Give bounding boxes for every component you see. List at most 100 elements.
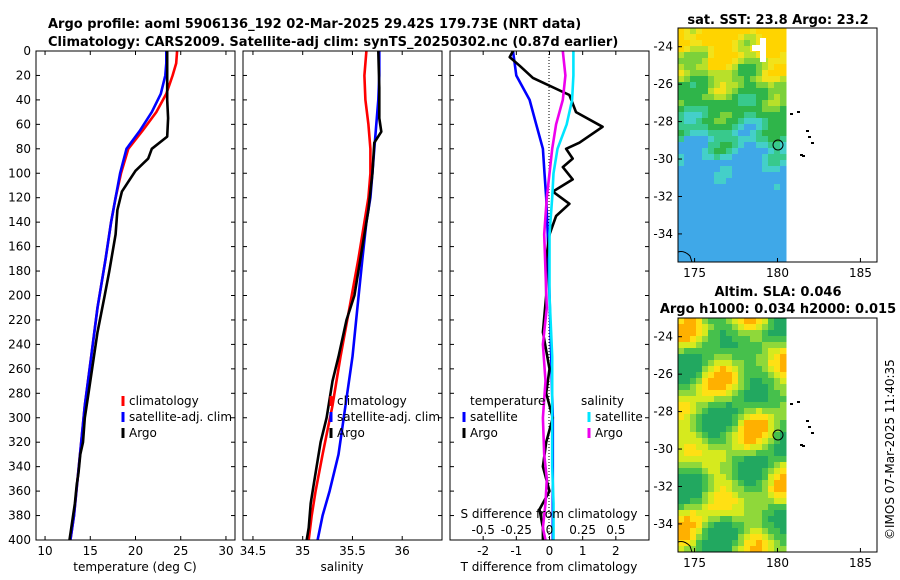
- map-cell: [690, 124, 697, 131]
- map-cell: [774, 208, 781, 215]
- map-cell: [780, 408, 787, 415]
- map-cell: [696, 324, 703, 331]
- map-cell: [726, 40, 733, 47]
- map-cell: [750, 76, 757, 83]
- map-cell: [768, 166, 775, 173]
- map-cell: [720, 366, 727, 373]
- salinity-difference-legend: salinity satellite Argo: [581, 394, 643, 440]
- map-cell: [708, 396, 715, 403]
- map-cell: [684, 76, 691, 83]
- map-cell: [732, 190, 739, 197]
- map-cell: [762, 106, 769, 113]
- map-cell: [684, 360, 691, 367]
- map-cell: [678, 546, 685, 553]
- map-cell: [720, 354, 727, 361]
- map-cell: [744, 220, 751, 227]
- map-cell: [714, 402, 721, 409]
- map-cell: [756, 432, 763, 439]
- map-cell: [714, 46, 721, 53]
- map-cell: [750, 402, 757, 409]
- map-cell: [768, 456, 775, 463]
- island: [797, 401, 800, 403]
- sst-missing-patch: [752, 45, 764, 51]
- map-cell: [738, 354, 745, 361]
- map-cell: [714, 504, 721, 511]
- map-cell: [684, 450, 691, 457]
- map-cell: [720, 160, 727, 167]
- map-cell: [756, 324, 763, 331]
- map-cell: [726, 70, 733, 77]
- map-cell: [702, 402, 709, 409]
- map-cell: [678, 70, 685, 77]
- map-cell: [774, 250, 781, 257]
- map-cell: [720, 462, 727, 469]
- map-cell: [780, 414, 787, 421]
- map-cell: [702, 106, 709, 113]
- map-cell: [780, 106, 787, 113]
- map-cell: [726, 94, 733, 101]
- map-cell: [744, 88, 751, 95]
- map-cell: [756, 196, 763, 203]
- map-cell: [780, 450, 787, 457]
- map-cell: [720, 516, 727, 523]
- map-cell: [768, 100, 775, 107]
- map-cell: [708, 70, 715, 77]
- map-cell: [726, 154, 733, 161]
- map-cell: [702, 342, 709, 349]
- map-cell: [690, 522, 697, 529]
- map-cell: [750, 40, 757, 47]
- map-cell: [702, 178, 709, 185]
- map-cell: [726, 516, 733, 523]
- map-cell: [714, 480, 721, 487]
- map-cell: [732, 220, 739, 227]
- map-cell: [750, 528, 757, 535]
- map-cell: [756, 220, 763, 227]
- map-cell: [684, 420, 691, 427]
- map-cell: [780, 366, 787, 373]
- map-cell: [774, 160, 781, 167]
- map-cell: [780, 52, 787, 59]
- map-cell: [768, 378, 775, 385]
- map-cell: [720, 420, 727, 427]
- map-cell: [714, 208, 721, 215]
- map-cell: [720, 546, 727, 553]
- map-cell: [714, 100, 721, 107]
- map-cell: [744, 82, 751, 89]
- map-cell: [756, 232, 763, 239]
- map-cell: [684, 130, 691, 137]
- map-cell: [690, 402, 697, 409]
- map-cell: [714, 202, 721, 209]
- map-cell: [690, 172, 697, 179]
- map-cell: [774, 396, 781, 403]
- map-cell: [720, 402, 727, 409]
- map-cell: [732, 516, 739, 523]
- map-cell: [738, 468, 745, 475]
- map-cell: [768, 64, 775, 71]
- map-cell: [762, 154, 769, 161]
- map-cell: [690, 456, 697, 463]
- map-cell: [750, 136, 757, 143]
- map-cell: [738, 244, 745, 251]
- map-cell: [756, 250, 763, 257]
- map-cell: [768, 516, 775, 523]
- map-cell: [780, 190, 787, 197]
- map-cell: [732, 202, 739, 209]
- map-cell: [726, 64, 733, 71]
- map-cell: [726, 342, 733, 349]
- map-cell: [684, 70, 691, 77]
- map-cell: [708, 148, 715, 155]
- map-cell: [762, 172, 769, 179]
- map-cell: [732, 546, 739, 553]
- map-cell: [702, 160, 709, 167]
- map-cell: [738, 372, 745, 379]
- map-cell: [774, 178, 781, 185]
- map-cell: [780, 546, 787, 553]
- map-cell: [774, 94, 781, 101]
- map-cell: [768, 106, 775, 113]
- map-cell: [696, 486, 703, 493]
- map-cell: [744, 480, 751, 487]
- map-cell: [768, 28, 775, 35]
- map-cell: [762, 498, 769, 505]
- map-cell: [684, 438, 691, 445]
- map-cell: [744, 498, 751, 505]
